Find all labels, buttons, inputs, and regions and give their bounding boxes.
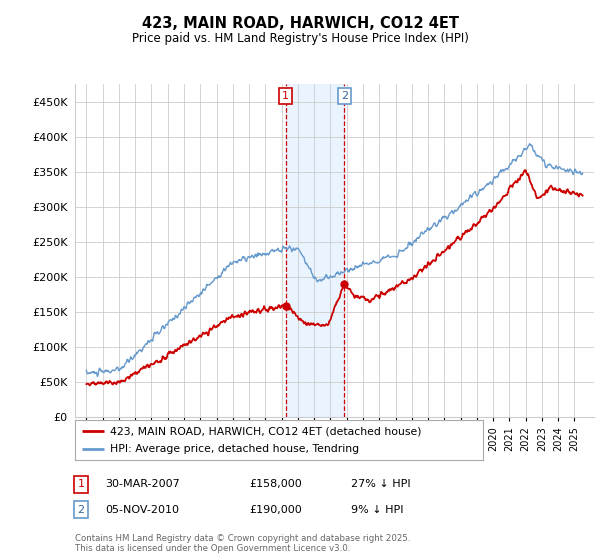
Text: 9% ↓ HPI: 9% ↓ HPI — [351, 505, 404, 515]
Text: £158,000: £158,000 — [249, 479, 302, 489]
Text: 1: 1 — [77, 479, 85, 489]
Text: HPI: Average price, detached house, Tendring: HPI: Average price, detached house, Tend… — [110, 444, 359, 454]
Text: 423, MAIN ROAD, HARWICH, CO12 4ET (detached house): 423, MAIN ROAD, HARWICH, CO12 4ET (detac… — [110, 426, 421, 436]
Text: 27% ↓ HPI: 27% ↓ HPI — [351, 479, 410, 489]
Text: 30-MAR-2007: 30-MAR-2007 — [105, 479, 180, 489]
Text: Contains HM Land Registry data © Crown copyright and database right 2025.
This d: Contains HM Land Registry data © Crown c… — [75, 534, 410, 553]
Text: 05-NOV-2010: 05-NOV-2010 — [105, 505, 179, 515]
Text: £190,000: £190,000 — [249, 505, 302, 515]
Text: Price paid vs. HM Land Registry's House Price Index (HPI): Price paid vs. HM Land Registry's House … — [131, 32, 469, 45]
Text: 2: 2 — [341, 91, 348, 101]
Text: 423, MAIN ROAD, HARWICH, CO12 4ET: 423, MAIN ROAD, HARWICH, CO12 4ET — [142, 16, 458, 31]
Text: 1: 1 — [282, 91, 289, 101]
Bar — [286, 84, 344, 417]
Text: 2: 2 — [77, 505, 85, 515]
